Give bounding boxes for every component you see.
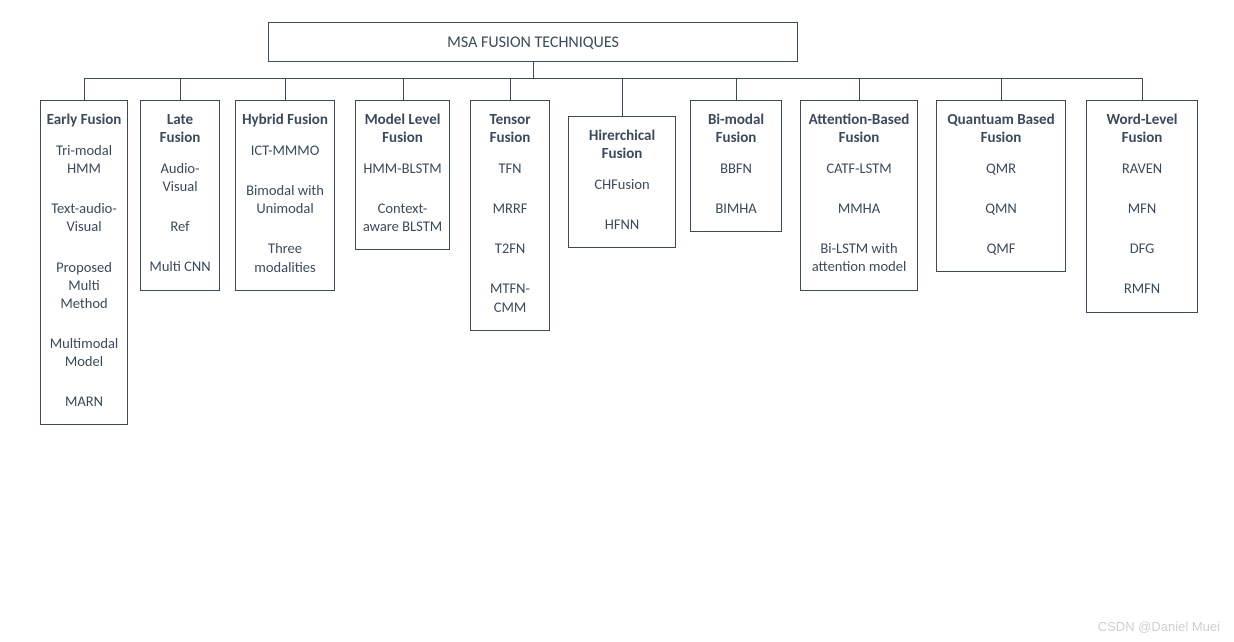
child-item: Ref: [145, 217, 215, 235]
child-item: CATF-LSTM: [805, 159, 913, 177]
root-label: MSA FUSION TECHNIQUES: [447, 33, 619, 52]
child-item: HMM-BLSTM: [360, 159, 445, 177]
child-title: Model Level Fusion: [360, 111, 445, 147]
root-node: MSA FUSION TECHNIQUES: [268, 22, 798, 62]
child-node: Tensor Fusion TFN MRRF T2FN MTFN-CMM: [470, 100, 550, 331]
child-item: Multimodal Model: [45, 334, 123, 370]
watermark: CSDN @Daniel Muei: [1098, 619, 1220, 634]
child-item: QMR: [941, 159, 1061, 177]
child-node: Quantuam Based Fusion QMR QMN QMF: [936, 100, 1066, 272]
connector-trunk: [533, 62, 534, 78]
child-item: MTFN-CMM: [475, 279, 545, 315]
child-item: BBFN: [695, 159, 777, 177]
child-node: Late Fusion Audio-Visual Ref Multi CNN: [140, 100, 220, 291]
child-node: Hirerchical Fusion CHFusion HFNN: [568, 116, 676, 248]
child-title: Hirerchical Fusion: [573, 127, 671, 163]
child-item: Bi-LSTM with attention model: [805, 239, 913, 275]
child-item: Multi CNN: [145, 257, 215, 275]
child-item: CHFusion: [573, 175, 671, 193]
child-item: T2FN: [475, 239, 545, 257]
child-node: Model Level Fusion HMM-BLSTM Context-aware…: [355, 100, 450, 250]
connector-drop: [403, 78, 404, 100]
connector-drop: [1142, 78, 1143, 100]
child-node: Word-Level Fusion RAVEN MFN DFG RMFN: [1086, 100, 1198, 313]
child-item: BIMHA: [695, 199, 777, 217]
connector-drop: [859, 78, 860, 100]
child-title: Early Fusion: [45, 111, 123, 129]
child-item: Bimodal with Unimodal: [240, 181, 330, 217]
child-item: TFN: [475, 159, 545, 177]
child-item: Context-aware BLSTM: [360, 199, 445, 235]
child-item: MRRF: [475, 199, 545, 217]
child-item: QMN: [941, 199, 1061, 217]
child-title: Hybrid Fusion: [240, 111, 330, 129]
connector-drop: [84, 78, 85, 100]
child-node: Attention-Based Fusion CATF-LSTM MMHA Bi-LS…: [800, 100, 918, 291]
child-item: MARN: [45, 392, 123, 410]
child-title: Tensor Fusion: [475, 111, 545, 147]
child-node: Bi-modal Fusion BBFN BIMHA: [690, 100, 782, 232]
connector-drop: [622, 78, 623, 116]
child-item: DFG: [1091, 239, 1193, 257]
connector-drop: [1001, 78, 1002, 100]
child-item: ICT-MMMO: [240, 141, 330, 159]
child-node: Early Fusion Tri-modal HMM Text-audio-Visu…: [40, 100, 128, 425]
child-item: Text-audio-Visual: [45, 199, 123, 235]
connector-drop: [180, 78, 181, 100]
connector-drop: [285, 78, 286, 100]
child-item: MMHA: [805, 199, 913, 217]
child-item: HFNN: [573, 215, 671, 233]
child-item: RAVEN: [1091, 159, 1193, 177]
child-item: MFN: [1091, 199, 1193, 217]
child-item: QMF: [941, 239, 1061, 257]
connector-hbar: [84, 78, 1142, 79]
child-title: Late Fusion: [145, 111, 215, 147]
connector-drop: [736, 78, 737, 100]
child-item: Tri-modal HMM: [45, 141, 123, 177]
connector-drop: [510, 78, 511, 100]
child-item: Audio-Visual: [145, 159, 215, 195]
child-title: Bi-modal Fusion: [695, 111, 777, 147]
child-title: Quantuam Based Fusion: [941, 111, 1061, 147]
child-title: Word-Level Fusion: [1091, 111, 1193, 147]
child-item: Three modalities: [240, 239, 330, 275]
child-item: Proposed Multi Method: [45, 258, 123, 312]
child-node: Hybrid Fusion ICT-MMMO Bimodal with Unimod…: [235, 100, 335, 291]
child-item: RMFN: [1091, 279, 1193, 297]
child-title: Attention-Based Fusion: [805, 111, 913, 147]
